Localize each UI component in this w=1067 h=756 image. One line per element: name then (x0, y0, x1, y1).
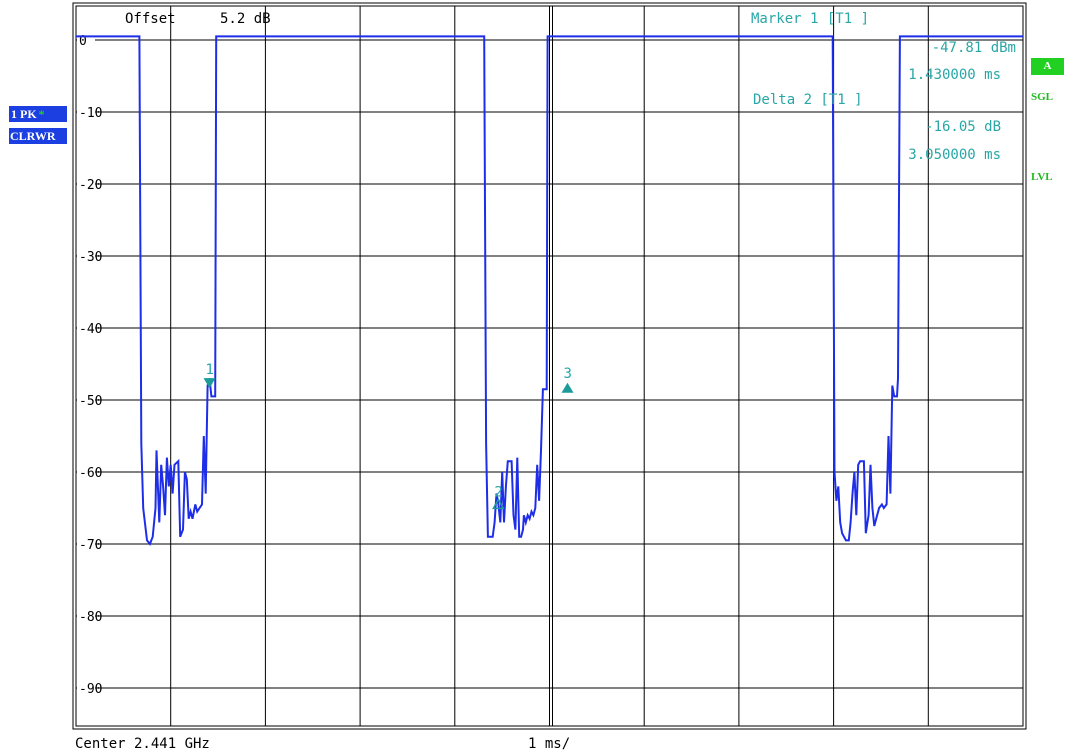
y-tick-label: -10 (79, 106, 102, 121)
y-tick-label: 0 (79, 34, 87, 49)
y-tick-bg (77, 320, 95, 336)
y-tick-bg (77, 176, 95, 192)
marker-label: 1 (206, 362, 214, 378)
status-lvl: LVL (1031, 171, 1053, 183)
trace-label: 1 PK (11, 107, 37, 121)
trace-label-badge: 1 PK * (9, 106, 67, 122)
status-sgl: SGL (1031, 91, 1054, 103)
marker-label: 3 (563, 366, 571, 382)
y-tick-label: -60 (79, 466, 102, 481)
offset-value: 5.2 dB (220, 11, 271, 27)
y-tick-bg (77, 392, 95, 408)
footer-span: 1 ms/ (528, 736, 570, 752)
trace-star: * (38, 107, 45, 121)
marker-readout-line2: -47.81 dBm (932, 40, 1016, 56)
trace-mode-badge: CLRWR (9, 128, 67, 144)
y-tick-label: -70 (79, 538, 102, 553)
footer-center: Center 2.441 GHz (75, 736, 210, 752)
marker-1-triangle (203, 378, 216, 389)
y-tick-label: -30 (79, 250, 102, 265)
offset-label: Offset (125, 11, 176, 27)
status-a: A (1043, 60, 1052, 72)
y-tick-bg (77, 680, 95, 696)
marker-readout: Marker 1 [T1 ] -47.81 dBm 1.430000 ms De… (751, 11, 1016, 163)
y-tick-label: -20 (79, 178, 102, 193)
marker-readout-line3: 1.430000 ms (908, 67, 1001, 83)
marker-3-triangle (561, 382, 574, 393)
status-a-badge: A (1031, 58, 1064, 75)
y-tick-bg (77, 536, 95, 552)
y-tick-label: -40 (79, 322, 102, 337)
y-tick-label: -90 (79, 682, 102, 697)
marker-readout-line6: 3.050000 ms (908, 147, 1001, 163)
marker-readout-line4: Delta 2 [T1 ] (753, 92, 863, 108)
y-tick-bg (77, 464, 95, 480)
y-tick-bg (77, 104, 95, 120)
marker-2-delta (492, 497, 505, 510)
marker-layer: 1 2 3 (203, 362, 574, 510)
y-tick-label: -80 (79, 610, 102, 625)
trace-mode: CLRWR (10, 129, 56, 143)
trace-line (76, 35, 1023, 546)
y-tick-bg (77, 248, 95, 264)
y-tick-label: -50 (79, 394, 102, 409)
marker-readout-line5: -16.05 dB (925, 119, 1001, 135)
trace-layer (76, 35, 1023, 546)
marker-label: 2 (494, 484, 502, 500)
y-axis-ticks: 0 -10 -20 -30 -40 -50 -60 -70 -80 -90 (77, 32, 102, 697)
marker-readout-line1: Marker 1 [T1 ] (751, 11, 869, 27)
plot-frame-outer (72, 2, 1027, 730)
y-tick-bg (77, 608, 95, 624)
